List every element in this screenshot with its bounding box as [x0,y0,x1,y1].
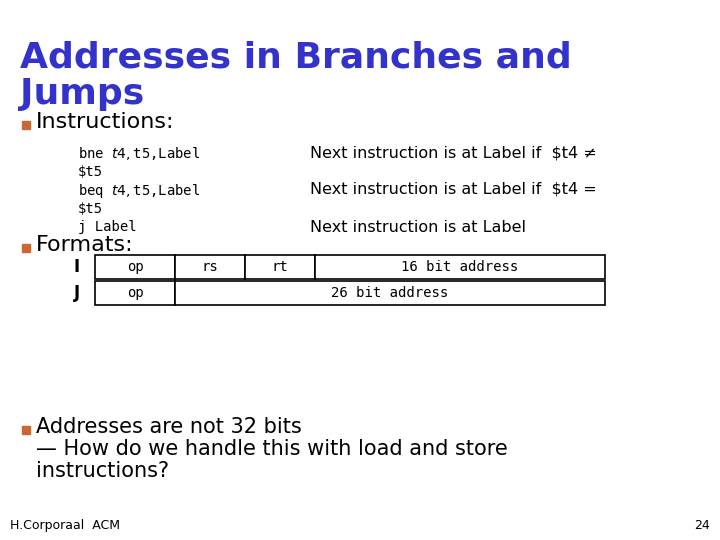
Text: 16 bit address: 16 bit address [401,260,518,274]
Text: Formats:: Formats: [36,235,134,255]
Text: $t5: $t5 [78,165,103,179]
Text: op: op [127,260,143,274]
Text: 26 bit address: 26 bit address [331,286,449,300]
Text: — How do we handle this with load and store: — How do we handle this with load and st… [36,439,508,459]
Text: $t5: $t5 [78,202,103,216]
Bar [22,121,30,129]
Bar [22,244,30,252]
Bar [175,281,605,305]
Text: I: I [74,258,80,276]
Bar [22,426,30,434]
Bar [175,255,245,279]
Text: Next instruction is at Label if  $t4 ≠: Next instruction is at Label if $t4 ≠ [310,145,597,160]
Text: j Label: j Label [78,220,137,234]
Text: Jumps: Jumps [20,77,144,111]
Text: J: J [74,284,80,302]
Text: Next instruction is at Label: Next instruction is at Label [310,220,526,235]
Text: Addresses are not 32 bits: Addresses are not 32 bits [36,417,302,437]
Text: bne $t4,$t5,Label: bne $t4,$t5,Label [78,145,200,162]
Text: H.Corporaal  ACM: H.Corporaal ACM [10,519,120,532]
Bar [95,281,175,305]
Text: beq $t4,$t5,Label: beq $t4,$t5,Label [78,182,200,200]
Text: instructions?: instructions? [36,461,169,481]
Text: Instructions:: Instructions: [36,112,174,132]
Bar [95,255,175,279]
Bar [315,255,605,279]
Text: rs: rs [202,260,218,274]
Text: rt: rt [271,260,289,274]
Text: op: op [127,286,143,300]
Text: Next instruction is at Label if  $t4 =: Next instruction is at Label if $t4 = [310,182,597,197]
Bar [245,255,315,279]
Text: Addresses in Branches and: Addresses in Branches and [20,40,572,74]
Text: 24: 24 [694,519,710,532]
